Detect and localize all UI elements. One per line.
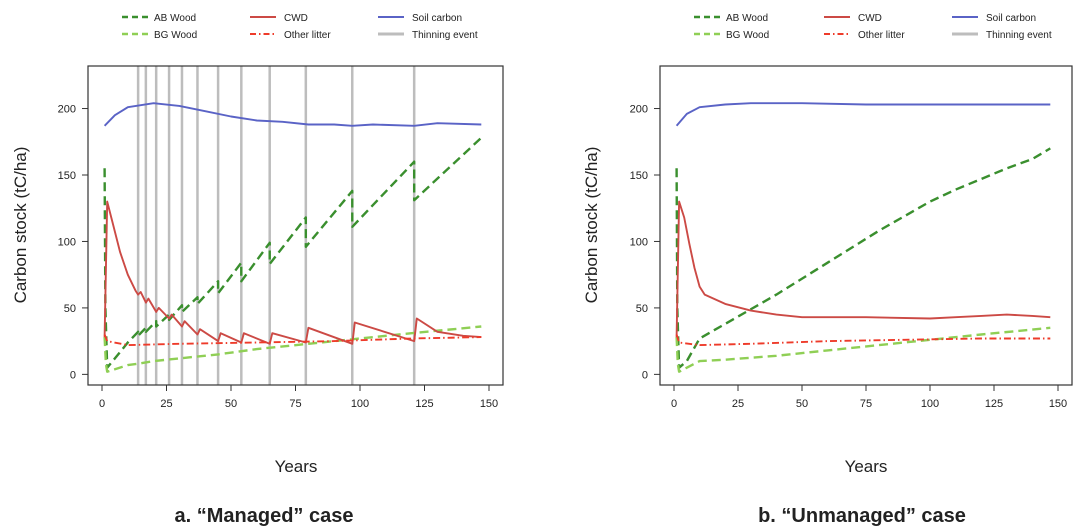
series-line-soil-carbon bbox=[103, 102, 482, 127]
x-axis-label: Years bbox=[845, 457, 888, 476]
x-tick-label: 25 bbox=[732, 398, 744, 410]
legend-label-cwd: CWD bbox=[284, 13, 308, 24]
panel-caption: b. “Unmanaged” case bbox=[758, 505, 966, 527]
x-tick-label: 0 bbox=[99, 398, 105, 410]
legend-label-other-litter: Other litter bbox=[858, 30, 905, 41]
series-line-cwd bbox=[675, 200, 1051, 338]
y-tick-label: 200 bbox=[58, 104, 76, 116]
series-line-bg-wood bbox=[103, 325, 482, 373]
x-tick-label: 25 bbox=[160, 398, 172, 410]
legend-label-bg-wood: BG Wood bbox=[726, 30, 769, 41]
y-tick-label: 0 bbox=[642, 369, 648, 381]
y-tick-label: 50 bbox=[636, 303, 648, 315]
legend-label-cwd: CWD bbox=[858, 13, 882, 24]
series-lines bbox=[103, 102, 483, 373]
x-tick-label: 100 bbox=[351, 398, 369, 410]
legend-label-soil-carbon: Soil carbon bbox=[412, 13, 462, 24]
series-line-ab-wood bbox=[675, 147, 1051, 369]
x-tick-label: 50 bbox=[796, 398, 808, 410]
legend-label-ab-wood: AB Wood bbox=[154, 13, 196, 24]
y-axis-label: Carbon stock (tC/ha) bbox=[582, 147, 601, 304]
series-line-bg-wood bbox=[675, 326, 1051, 373]
y-tick-label: 0 bbox=[70, 369, 76, 381]
series-line-cwd bbox=[103, 200, 482, 345]
x-axis-label: Years bbox=[275, 457, 318, 476]
panel-unmanaged: AB Wood BG Wood CWD Other litter Soil ca… bbox=[582, 13, 1073, 527]
x-tick-label: 125 bbox=[985, 398, 1003, 410]
legend-label-thinning-event: Thinning event bbox=[412, 30, 478, 41]
axes: 0 25 50 75 100 125 150 0 50 100 150 200 bbox=[58, 104, 499, 410]
y-tick-label: 100 bbox=[58, 236, 76, 248]
x-tick-label: 75 bbox=[860, 398, 872, 410]
axes: 0 25 50 75 100 125 150 0 50 100 150 200 bbox=[630, 104, 1068, 410]
y-axis-label: Carbon stock (tC/ha) bbox=[11, 147, 30, 304]
x-tick-label: 100 bbox=[921, 398, 939, 410]
x-tick-label: 125 bbox=[415, 398, 433, 410]
x-tick-label: 75 bbox=[289, 398, 301, 410]
y-tick-label: 200 bbox=[630, 104, 648, 116]
y-tick-label: 150 bbox=[58, 170, 76, 182]
panel-caption: a. “Managed” case bbox=[175, 505, 354, 527]
series-line-ab-wood bbox=[103, 136, 483, 369]
plot-frame bbox=[87, 65, 504, 386]
series-line-other-litter bbox=[103, 334, 482, 347]
plot-frame bbox=[659, 65, 1073, 386]
thinning-event-lines bbox=[136, 66, 416, 385]
panel-managed: AB Wood BG Wood CWD Other litter Soil ca… bbox=[11, 13, 504, 527]
y-tick-label: 50 bbox=[64, 303, 76, 315]
x-tick-label: 50 bbox=[225, 398, 237, 410]
x-tick-label: 0 bbox=[671, 398, 677, 410]
legend-label-ab-wood: AB Wood bbox=[726, 13, 768, 24]
legend-label-soil-carbon: Soil carbon bbox=[986, 13, 1036, 24]
legend-label-thinning-event: Thinning event bbox=[986, 30, 1052, 41]
series-line-other-litter bbox=[675, 334, 1051, 347]
y-tick-label: 100 bbox=[630, 236, 648, 248]
x-tick-label: 150 bbox=[1049, 398, 1067, 410]
legend-label-bg-wood: BG Wood bbox=[154, 30, 197, 41]
series-line-soil-carbon bbox=[675, 102, 1051, 127]
legend: AB Wood BG Wood CWD Other litter Soil ca… bbox=[122, 13, 478, 41]
series-lines bbox=[675, 102, 1051, 373]
y-tick-label: 150 bbox=[630, 170, 648, 182]
x-tick-label: 150 bbox=[480, 398, 498, 410]
legend-label-other-litter: Other litter bbox=[284, 30, 331, 41]
legend: AB Wood BG Wood CWD Other litter Soil ca… bbox=[694, 13, 1052, 41]
